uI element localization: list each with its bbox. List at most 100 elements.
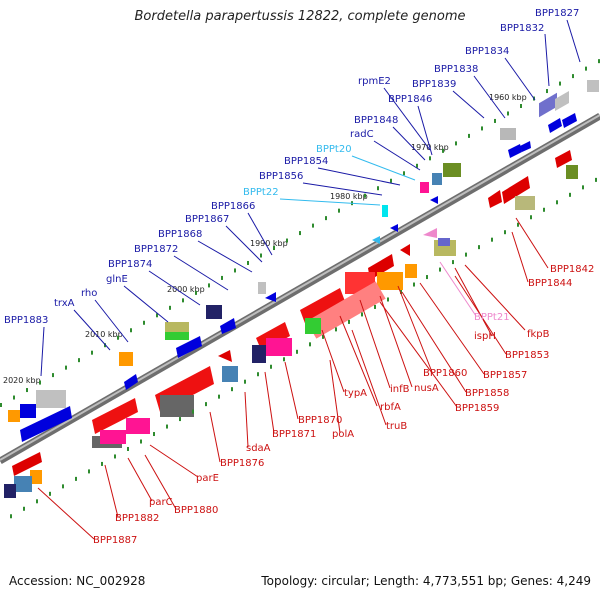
minor-tick [377, 186, 379, 191]
leader-line [515, 217, 549, 269]
leader-line [439, 261, 477, 317]
gene-label: infB [390, 384, 410, 395]
gene-label: BPP1866 [211, 201, 255, 212]
gene-label: BPPt20 [316, 144, 352, 155]
gene-label: trxA [54, 298, 75, 309]
minor-tick [140, 439, 142, 444]
minor-tick [442, 148, 444, 153]
gene-feature [92, 398, 138, 434]
leader-line [225, 225, 263, 263]
leader-line [417, 105, 433, 156]
leader-line [511, 231, 529, 283]
minor-tick [283, 357, 285, 362]
minor-tick [75, 476, 77, 481]
minor-tick [208, 283, 210, 288]
minor-tick [403, 171, 405, 176]
gene-label: typA [344, 388, 367, 399]
gene-label: BPP1854 [284, 156, 328, 167]
minor-tick [416, 163, 418, 168]
gene-feature [500, 128, 516, 140]
minor-tick [192, 409, 194, 414]
minor-tick [439, 267, 441, 272]
minor-tick [390, 178, 392, 183]
minor-tick [257, 372, 259, 377]
minor-tick [0, 403, 2, 407]
gene-feature [372, 236, 380, 244]
minor-tick [335, 327, 337, 332]
leader-line [73, 309, 111, 351]
gene-label: BPP1842 [550, 264, 594, 275]
minor-tick [309, 342, 311, 347]
minor-tick [23, 506, 25, 511]
minor-tick [62, 484, 64, 489]
gene-label: BPP1880 [174, 505, 218, 516]
minor-tick [13, 395, 15, 400]
gene-label: radC [350, 129, 374, 140]
minor-tick [517, 222, 519, 227]
gene-feature [176, 336, 202, 358]
leader-line [317, 167, 401, 186]
minor-tick [322, 334, 324, 339]
label-leader-lines [37, 19, 581, 540]
leader-line [452, 90, 485, 119]
leader-line [279, 198, 381, 206]
gene-feature [206, 305, 222, 319]
leader-line [94, 299, 129, 343]
gene-feature [420, 182, 429, 193]
gene-feature [218, 350, 232, 362]
leader-line [383, 87, 431, 151]
minor-tick [130, 328, 132, 333]
leader-line [566, 19, 581, 63]
gene-label: BPP1874 [108, 259, 152, 270]
gene-label: BPP1871 [272, 429, 316, 440]
gene-feature [20, 406, 72, 442]
minor-tick [156, 313, 158, 318]
gene-feature [119, 352, 133, 366]
scale-tick-label: 2020 kbp [3, 376, 41, 385]
gene-feature [266, 338, 292, 356]
leader-line [173, 255, 229, 291]
leader-line [379, 295, 413, 388]
gene-feature [4, 484, 16, 498]
gene-label: BPP1844 [528, 278, 572, 289]
minor-tick [127, 446, 129, 451]
minor-tick [491, 237, 493, 242]
leader-line [264, 371, 275, 434]
minor-tick [117, 335, 119, 340]
gene-label: BPP1868 [158, 229, 202, 240]
gene-feature [306, 281, 386, 339]
gene-feature [423, 228, 437, 238]
minor-tick [218, 394, 220, 399]
genome-backbone [0, 112, 600, 465]
gene-label: sdaA [246, 443, 271, 454]
gene-feature [30, 470, 42, 484]
minor-tick [348, 319, 350, 324]
gene-label: BPP1876 [220, 458, 264, 469]
leader-line [379, 301, 458, 408]
leader-line [473, 75, 506, 119]
gene-feature [432, 173, 442, 185]
gene-label: BPP1827 [535, 8, 579, 19]
minor-tick [244, 379, 246, 384]
minor-tick [26, 388, 28, 393]
gene-label: BPP1856 [259, 171, 303, 182]
gene-features [4, 80, 599, 498]
gene-feature [160, 395, 194, 417]
leader-line [284, 361, 299, 420]
minor-tick [455, 141, 457, 146]
minor-tick [260, 253, 262, 258]
gene-feature [265, 292, 276, 302]
gene-feature [438, 238, 450, 246]
minor-tick [481, 126, 483, 131]
gene-feature [165, 332, 189, 340]
gene-label: BPP1838 [434, 64, 478, 75]
minor-tick [65, 365, 67, 370]
minor-tick [52, 373, 54, 378]
gene-feature [443, 163, 461, 177]
gene-label: BPP1859 [455, 403, 499, 414]
gene-feature [222, 366, 238, 382]
minor-ticks [0, 59, 600, 519]
gene-label: parC [149, 497, 173, 508]
minor-tick [231, 387, 233, 392]
